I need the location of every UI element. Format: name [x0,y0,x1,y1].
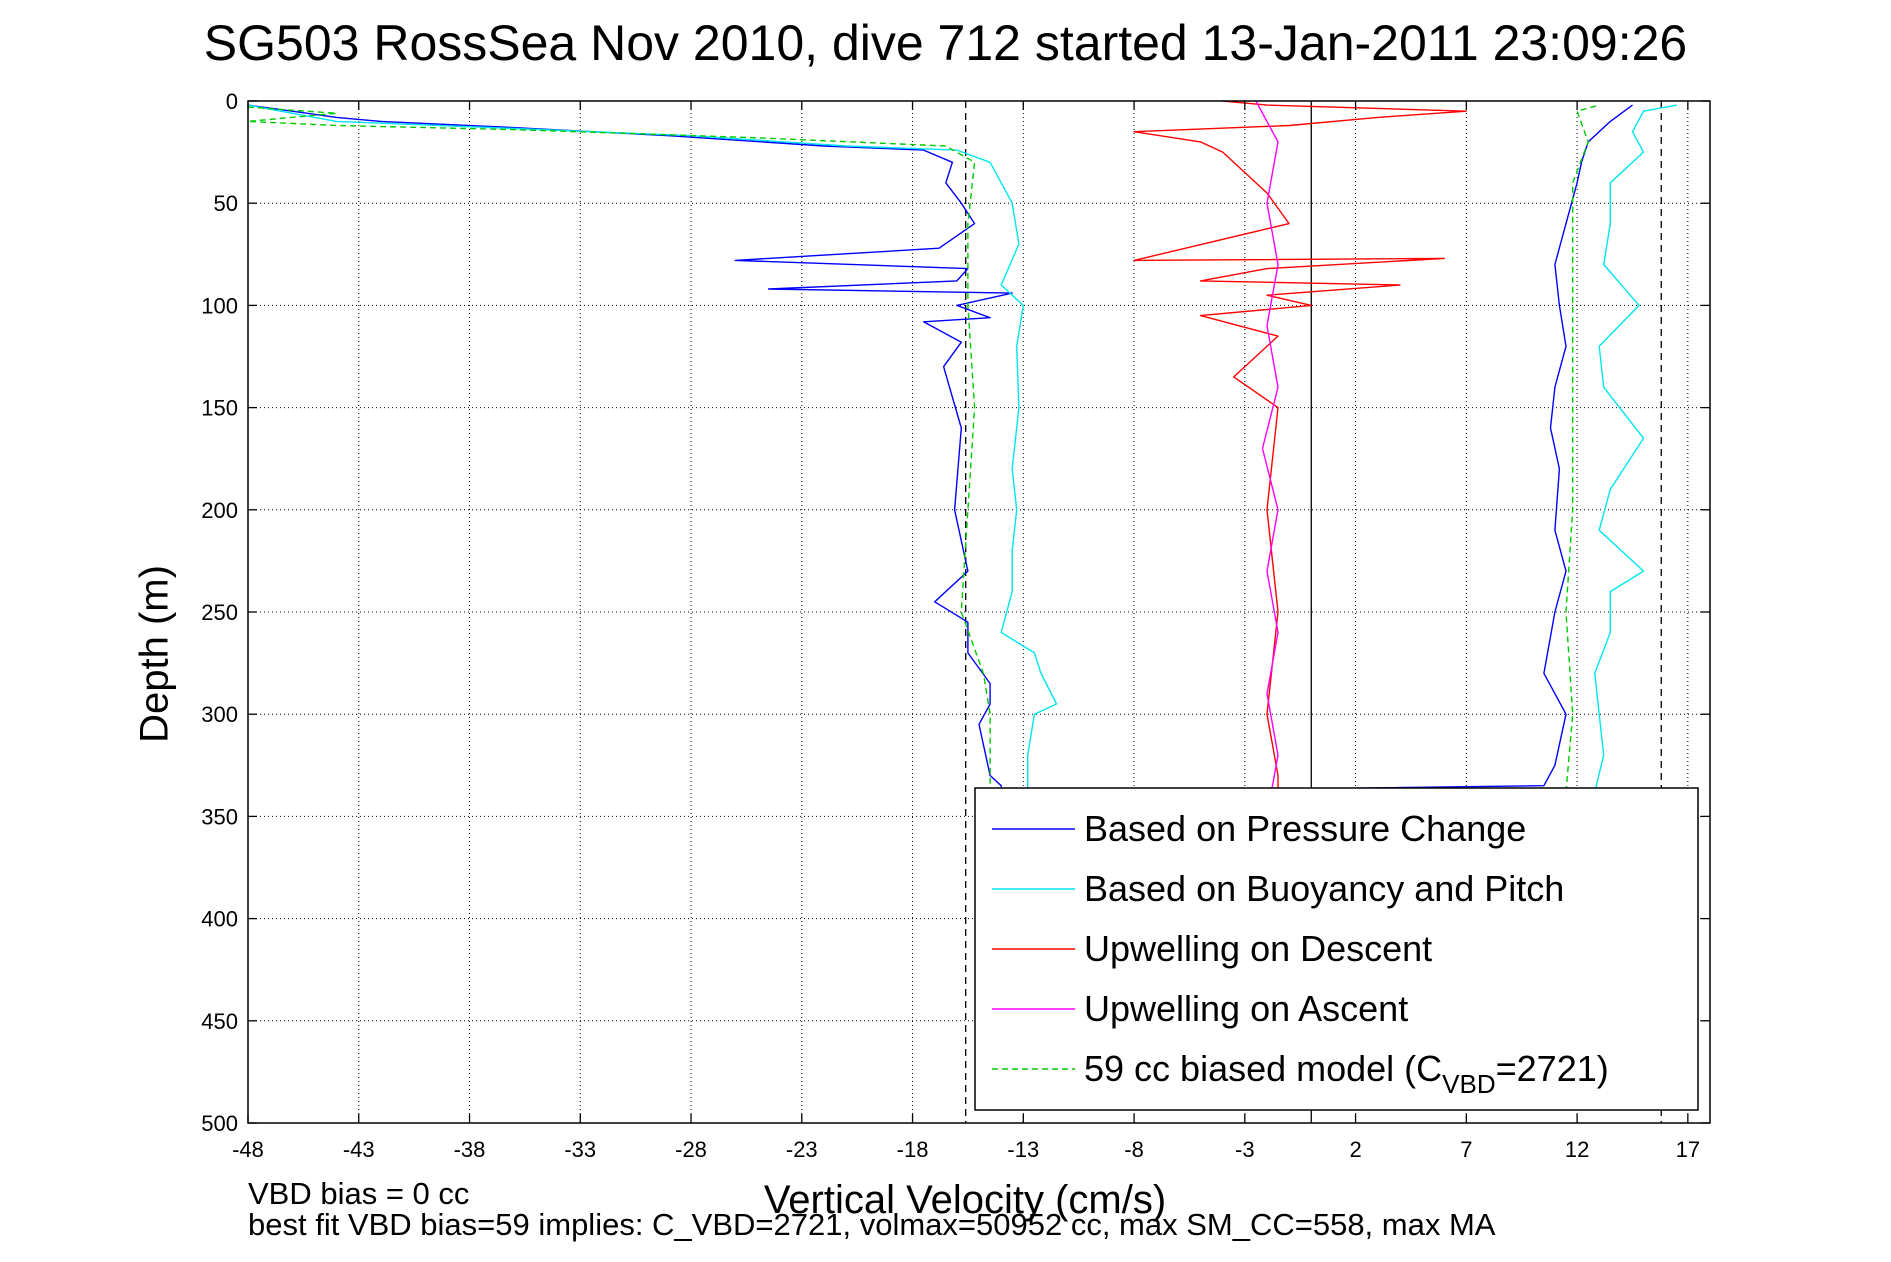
x-tick-label: -8 [1124,1137,1144,1162]
x-tick-label: -38 [454,1137,486,1162]
series-line [1255,100,1279,793]
series-line [247,104,1633,793]
y-tick-label: 250 [201,600,238,625]
y-tick-label: 200 [201,498,238,523]
y-tick-label: 150 [201,396,238,421]
y-tick-label: 300 [201,702,238,727]
legend-label: 59 cc biased model (CVBD=2721) [1084,1048,1609,1099]
y-tick-label: 400 [201,907,238,932]
x-tick-label: -3 [1235,1137,1255,1162]
y-tick-label: 350 [201,804,238,829]
x-tick-label: -18 [897,1137,929,1162]
series-line [1133,100,1468,792]
x-tick-label: 12 [1565,1137,1589,1162]
series-line [247,104,1600,793]
x-tick-label: 17 [1676,1137,1700,1162]
footer-line-1: VBD bias = 0 cc [248,1176,470,1211]
x-tick-label: -23 [786,1137,818,1162]
legend-label: Based on Pressure Change [1084,808,1526,849]
x-tick-label: -28 [675,1137,707,1162]
footer-line-2: best fit VBD bias=59 implies: C_VBD=2721… [248,1207,1496,1242]
y-tick-label: 0 [226,89,238,114]
x-axis-label: Vertical Velocity (cm/s) [763,1178,1167,1222]
x-tick-label: -43 [343,1137,375,1162]
y-tick-label: 500 [201,1111,238,1136]
x-tick-label: -13 [1007,1137,1039,1162]
legend-label: Upwelling on Descent [1084,928,1432,969]
y-tick-label: 100 [201,293,238,318]
y-tick-label: 50 [214,191,238,216]
x-tick-label: 2 [1349,1137,1361,1162]
x-tick-label: -33 [564,1137,596,1162]
y-axis-label: Depth (m) [132,565,177,743]
x-tick-label: -48 [232,1137,264,1162]
legend-label: Upwelling on Ascent [1084,988,1408,1029]
x-tick-label: 7 [1460,1137,1472,1162]
legend-label: Based on Buoyancy and Pitch [1084,868,1564,909]
series-line [247,104,1677,793]
y-tick-label: 450 [201,1009,238,1034]
legend-box [974,787,1699,1111]
chart-title: SG503 RossSea Nov 2010, dive 712 started… [203,15,1688,71]
